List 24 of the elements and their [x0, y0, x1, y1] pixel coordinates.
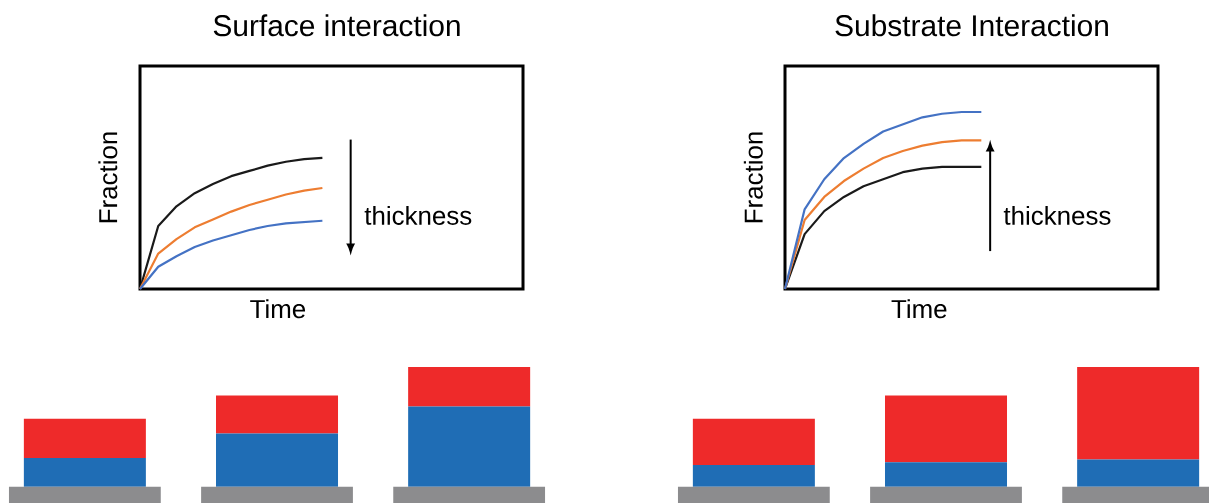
bar — [692, 464, 815, 487]
bar — [201, 486, 353, 503]
x-axis-title: Time — [891, 299, 947, 319]
bar — [216, 395, 339, 434]
bar — [23, 458, 146, 487]
bar — [885, 395, 1008, 463]
annotation: thickness — [1003, 205, 1111, 225]
bar — [216, 433, 339, 487]
annotation: thickness — [364, 205, 472, 225]
bar — [393, 486, 546, 503]
bar — [870, 486, 1022, 503]
x-axis-title: Time — [250, 299, 306, 319]
chart-title: Surface interaction — [213, 14, 460, 37]
bar — [692, 418, 815, 465]
bar — [8, 486, 161, 503]
chart-title: Substrate Interaction — [835, 14, 1108, 37]
y-axis-title: Fraction — [98, 132, 118, 223]
bar — [408, 406, 531, 487]
bar — [408, 366, 531, 407]
bar — [677, 486, 830, 503]
bar — [1077, 366, 1200, 460]
y-axis-title: Fraction — [743, 132, 763, 223]
bar — [23, 418, 146, 459]
bar — [885, 462, 1008, 487]
